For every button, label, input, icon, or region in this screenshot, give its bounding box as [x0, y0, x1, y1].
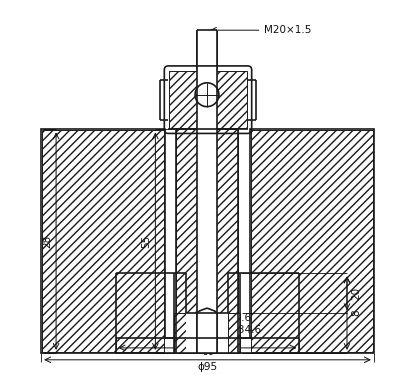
Text: 60: 60	[200, 347, 214, 357]
Bar	[197, 30, 216, 70]
Bar	[250, 130, 372, 352]
Bar	[196, 31, 206, 69]
Text: ϕ23.6: ϕ23.6	[221, 313, 250, 323]
Bar	[227, 313, 239, 353]
Bar	[197, 130, 216, 353]
Bar	[197, 70, 216, 130]
Text: 28: 28	[42, 235, 52, 248]
Bar	[169, 71, 206, 128]
Bar	[196, 30, 217, 70]
Bar	[206, 31, 216, 69]
Bar	[174, 313, 186, 353]
Text: 20: 20	[350, 287, 360, 300]
Bar	[186, 313, 227, 353]
Bar	[115, 338, 299, 353]
Text: 55: 55	[141, 235, 151, 248]
Text: M20×1.5: M20×1.5	[263, 25, 310, 35]
Text: ϕ34.6: ϕ34.6	[231, 325, 261, 335]
Bar	[206, 130, 237, 353]
Bar	[197, 313, 216, 353]
Bar	[168, 70, 247, 130]
Bar	[206, 71, 246, 128]
Bar	[41, 130, 165, 353]
Text: ϕ95: ϕ95	[197, 362, 216, 372]
Text: 8: 8	[350, 310, 360, 317]
Bar	[249, 130, 373, 353]
Bar	[176, 130, 206, 353]
Bar	[42, 130, 164, 352]
